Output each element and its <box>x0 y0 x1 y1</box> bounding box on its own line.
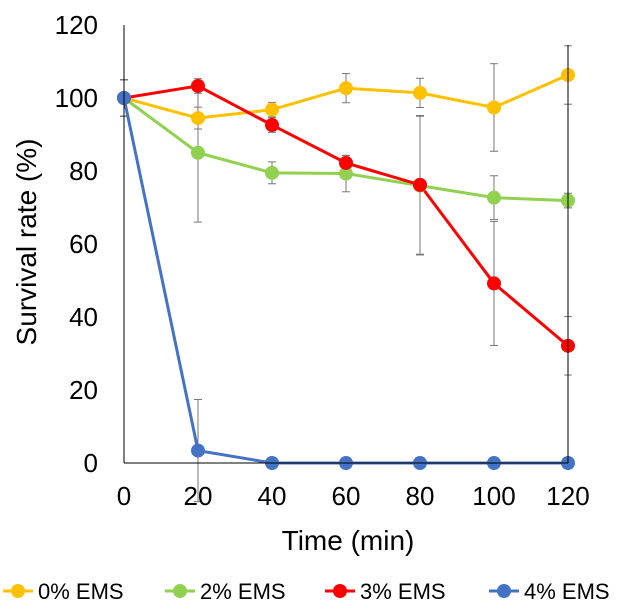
legend-marker <box>11 584 25 598</box>
x-tick-labels: 0 20 40 60 80 100 120 <box>117 481 590 511</box>
legend-marker <box>333 584 347 598</box>
y-tick-label: 120 <box>55 10 98 40</box>
x-tick-label: 120 <box>546 481 589 511</box>
data-point <box>339 166 353 181</box>
legend-item-2: 3% EMS <box>325 579 446 604</box>
y-tick-label: 100 <box>55 83 98 113</box>
series-line-3 <box>122 97 568 465</box>
data-point <box>265 118 279 133</box>
data-point <box>265 102 279 117</box>
y-tick-label: 20 <box>69 375 98 405</box>
legend: 0% EMS 2% EMS 3% EMS 4% EMS <box>3 579 610 604</box>
y-axis-title: Survival rate (%) <box>11 139 42 346</box>
y-tick-label: 40 <box>69 302 98 332</box>
series-lines <box>122 73 569 465</box>
x-tick-label: 0 <box>117 481 131 511</box>
series-points <box>117 68 575 470</box>
legend-label: 4% EMS <box>524 579 610 604</box>
legend-label: 3% EMS <box>360 579 446 604</box>
legend-item-1: 2% EMS <box>165 579 286 604</box>
x-tick-label: 40 <box>258 481 287 511</box>
data-point <box>191 145 205 160</box>
legend-label: 0% EMS <box>38 579 124 604</box>
x-axis-title: Time (min) <box>282 525 415 556</box>
y-tick-label: 0 <box>84 448 98 478</box>
data-point <box>265 165 279 180</box>
data-point <box>191 111 205 126</box>
data-point <box>487 190 501 205</box>
series-line-2 <box>123 84 569 347</box>
legend-label: 2% EMS <box>200 579 286 604</box>
data-point <box>339 81 353 96</box>
data-point <box>487 276 501 291</box>
y-tick-label: 60 <box>69 229 98 259</box>
legend-item-3: 4% EMS <box>489 579 610 604</box>
axes <box>123 25 569 464</box>
x-tick-label: 60 <box>332 481 361 511</box>
x-tick-label: 80 <box>406 481 435 511</box>
data-point <box>191 443 205 458</box>
data-point <box>339 155 353 170</box>
legend-item-0: 0% EMS <box>3 579 124 604</box>
y-tick-labels: 0 20 40 60 80 100 120 <box>55 10 98 478</box>
legend-marker <box>497 584 511 598</box>
data-point <box>413 177 427 192</box>
y-tick-label: 80 <box>69 156 98 186</box>
data-point <box>191 78 205 93</box>
x-tick-label: 20 <box>184 481 213 511</box>
data-point <box>413 85 427 100</box>
x-tick-label: 100 <box>472 481 515 511</box>
data-point <box>487 100 501 115</box>
legend-marker <box>173 584 187 598</box>
